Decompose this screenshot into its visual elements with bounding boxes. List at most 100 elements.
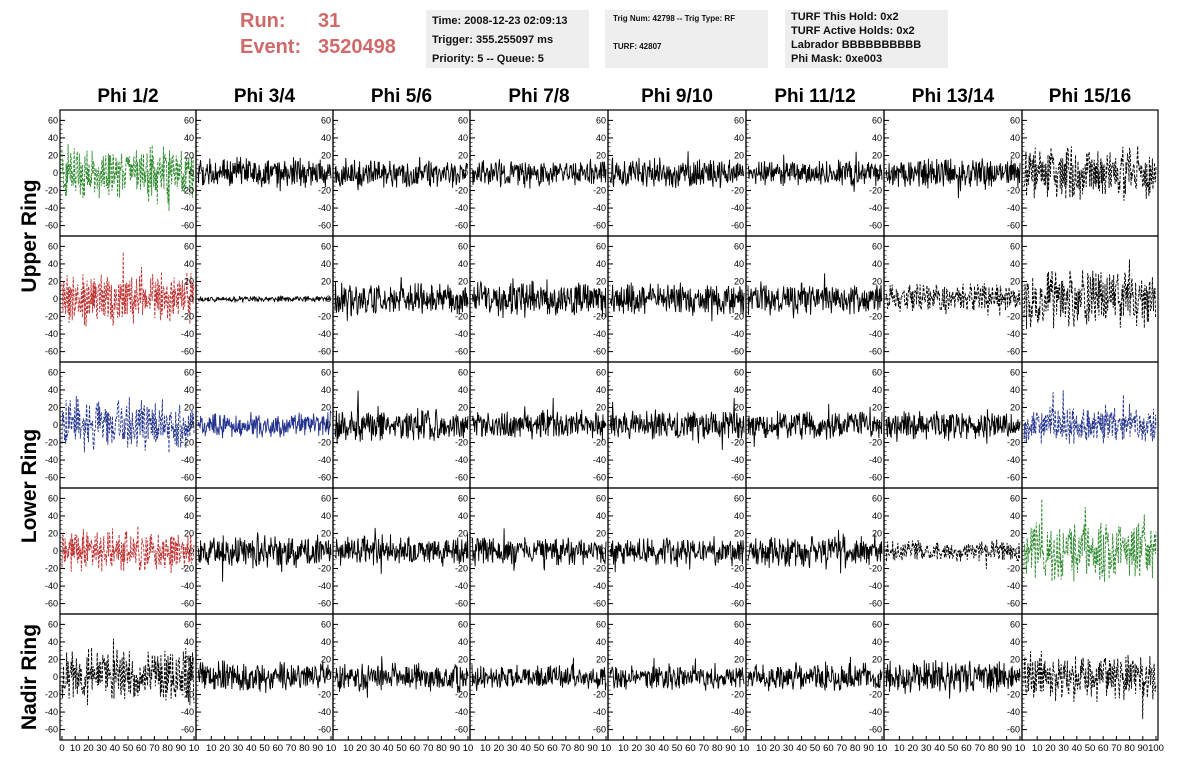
waveform-trace: [334, 276, 469, 321]
x-tick-label: 90: [1001, 743, 1012, 754]
x-tick-label: 80: [162, 743, 173, 754]
y-tick-label: -20: [593, 564, 606, 574]
time-info-box: Time: 2008-12-23 02:09:13 Trigger: 355.2…: [426, 10, 589, 68]
y-tick-label: 0: [877, 546, 882, 556]
y-tick-label: 0: [53, 420, 58, 430]
y-tick-label: 0: [189, 420, 194, 430]
y-tick-label: 60: [184, 493, 194, 503]
x-tick-label: 90: [449, 743, 460, 754]
x-tick-label: 60: [273, 743, 284, 754]
waveform-trace: [197, 156, 332, 192]
waveform-trace: [471, 278, 607, 319]
y-tick-label: -60: [593, 725, 606, 735]
y-tick-label: 40: [458, 259, 468, 269]
x-tick-label: 40: [1072, 743, 1083, 754]
y-tick-label: -20: [593, 438, 606, 448]
y-tick-label: 40: [321, 385, 331, 395]
y-tick-label: -40: [1007, 455, 1020, 465]
y-tick-label: 60: [872, 241, 882, 251]
y-tick-label: -20: [45, 690, 58, 700]
y-tick-label: -60: [593, 599, 606, 609]
y-tick-label: -40: [593, 455, 606, 465]
waveform-trace: [885, 158, 1021, 199]
y-tick-label: 0: [326, 546, 331, 556]
y-tick-label: 20: [184, 528, 194, 538]
y-tick-label: 60: [184, 241, 194, 251]
y-tick-label: -40: [869, 707, 882, 717]
y-tick-label: 60: [1010, 619, 1020, 629]
y-tick-label: 40: [321, 511, 331, 521]
y-tick-label: 40: [596, 259, 606, 269]
y-tick-label: -40: [181, 707, 194, 717]
y-tick-label: 40: [48, 511, 58, 521]
y-tick-label: 0: [53, 168, 58, 178]
y-tick-label: 40: [184, 385, 194, 395]
y-tick-label: 0: [463, 672, 468, 682]
y-tick-label: 40: [734, 259, 744, 269]
y-tick-label: 0: [189, 168, 194, 178]
y-tick-label: 40: [872, 385, 882, 395]
y-tick-label: 20: [458, 402, 468, 412]
x-tick-label: 0: [59, 743, 64, 754]
y-tick-label: 60: [596, 367, 606, 377]
y-tick-label: 20: [321, 402, 331, 412]
y-tick-label: -20: [593, 186, 606, 196]
y-tick-label: -20: [1007, 564, 1020, 574]
x-tick-label: 70: [561, 743, 572, 754]
y-tick-label: 20: [321, 276, 331, 286]
y-tick-label: 0: [739, 294, 744, 304]
y-tick-label: 20: [872, 150, 882, 160]
y-tick-label: -20: [869, 438, 882, 448]
y-tick-label: 40: [321, 259, 331, 269]
y-tick-label: -40: [45, 455, 58, 465]
x-tick-label: 40: [246, 743, 257, 754]
y-tick-label: -40: [455, 707, 468, 717]
y-tick-label: 60: [184, 619, 194, 629]
x-tick-label: 20: [219, 743, 230, 754]
y-tick-label: 0: [739, 546, 744, 556]
x-tick-label: 20: [494, 743, 505, 754]
x-tick-label: 70: [286, 743, 297, 754]
y-tick-label: 20: [48, 402, 58, 412]
y-tick-label: 20: [48, 528, 58, 538]
waveform-trace: [1023, 259, 1157, 330]
y-tick-label: 0: [463, 420, 468, 430]
y-tick-label: -20: [45, 438, 58, 448]
y-tick-label: -60: [455, 347, 468, 357]
x-tick-label: 80: [299, 743, 310, 754]
y-tick-label: 40: [458, 385, 468, 395]
y-tick-label: -40: [318, 329, 331, 339]
column-headers: Phi 1/2 Phi 3/4 Phi 5/6 Phi 7/8 Phi 9/10…: [0, 86, 1196, 112]
y-tick-label: 0: [877, 420, 882, 430]
x-tick-label: 70: [837, 743, 848, 754]
x-tick-label: 40: [110, 743, 121, 754]
y-tick-label: -60: [45, 599, 58, 609]
y-tick-label: 0: [326, 294, 331, 304]
y-tick-label: 20: [596, 654, 606, 664]
waveform-trace: [1023, 650, 1157, 719]
waveform-trace: [197, 532, 332, 582]
y-tick-label: 20: [184, 150, 194, 160]
x-tick-label: 20: [632, 743, 643, 754]
y-tick-label: 60: [734, 241, 744, 251]
waveform-trace: [334, 527, 469, 574]
x-tick-label: 50: [1085, 743, 1096, 754]
column-header: Phi 1/2: [97, 86, 159, 107]
y-tick-label: 60: [184, 367, 194, 377]
y-tick-label: 0: [463, 168, 468, 178]
x-tick-label: 70: [1111, 743, 1122, 754]
y-tick-label: 40: [734, 133, 744, 143]
y-tick-label: -20: [593, 690, 606, 700]
y-tick-label: 20: [1010, 528, 1020, 538]
y-tick-label: 0: [326, 168, 331, 178]
y-tick-label: 40: [184, 637, 194, 647]
x-tick-label: 80: [1124, 743, 1135, 754]
y-tick-label: -40: [181, 203, 194, 213]
y-tick-label: -20: [181, 186, 194, 196]
y-tick-label: 0: [326, 672, 331, 682]
y-tick-label: -20: [318, 186, 331, 196]
x-tick-label: 60: [685, 743, 696, 754]
waveform-trace: [197, 295, 332, 303]
y-tick-label: 0: [601, 546, 606, 556]
y-tick-label: -40: [318, 581, 331, 591]
